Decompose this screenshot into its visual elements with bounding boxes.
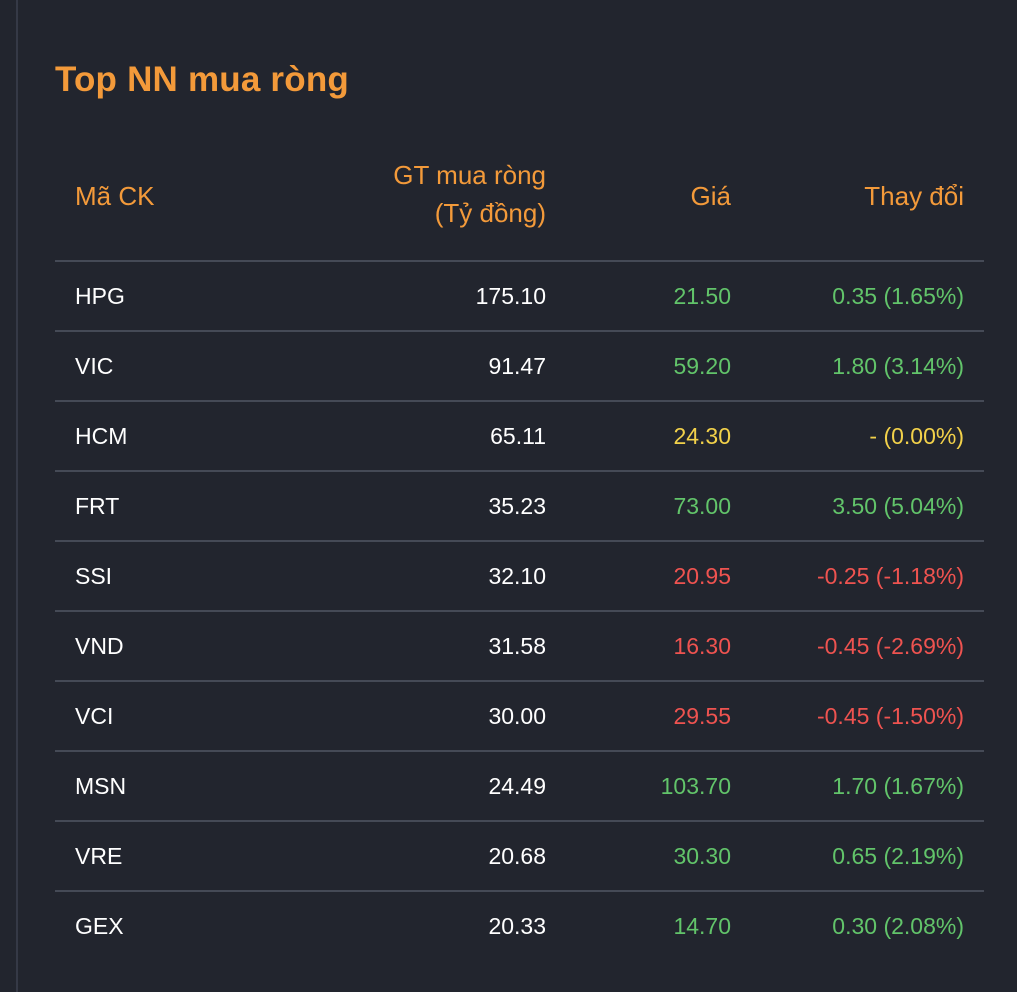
price-cell: 24.30 [673,423,731,449]
stock-code-cell[interactable]: HCM [75,423,128,449]
table-row[interactable]: GEX 20.33 14.70 0.30 (2.08%) [55,892,984,960]
table-row[interactable]: MSN 24.49 103.70 1.70 (1.67%) [55,752,984,822]
net-buy-value-cell: 30.00 [488,703,546,729]
panel-divider [16,0,18,992]
net-buy-table: Mã CK GT mua ròng (Tỷ đồng) Giá Thay đổi… [55,150,984,960]
change-cell: 0.30 (2.08%) [832,913,964,939]
price-cell: 30.30 [673,843,731,869]
stock-code-cell[interactable]: VND [75,633,124,659]
table-row[interactable]: VIC 91.47 59.20 1.80 (3.14%) [55,332,984,402]
change-cell: - (0.00%) [869,423,964,449]
column-header-net-buy-value: GT mua ròng (Tỷ đồng) [393,156,546,232]
stock-code-cell[interactable]: VIC [75,353,114,379]
net-buy-value-cell: 32.10 [488,563,546,589]
stock-code-cell[interactable]: HPG [75,283,125,309]
table-row[interactable]: HCM 65.11 24.30 - (0.00%) [55,402,984,472]
change-cell: -0.25 (-1.18%) [816,563,964,589]
column-header-change: Thay đổi [864,181,964,211]
table-row[interactable]: VCI 30.00 29.55 -0.45 (-1.50%) [55,682,984,752]
table-body: HPG 175.10 21.50 0.35 (1.65%) VIC 91.47 … [55,262,984,960]
price-cell: 16.30 [673,633,731,659]
change-cell: 3.50 (5.04%) [832,493,964,519]
net-buy-value-cell: 35.23 [488,493,546,519]
net-buy-value-cell: 91.47 [488,353,546,379]
price-cell: 20.95 [673,563,731,589]
stock-code-cell[interactable]: VRE [75,843,123,869]
column-header-net-buy-value-line2: (Tỷ đồng) [434,198,546,228]
table-row[interactable]: HPG 175.10 21.50 0.35 (1.65%) [55,262,984,332]
price-cell: 73.00 [673,493,731,519]
change-cell: 1.80 (3.14%) [832,353,964,379]
change-cell: -0.45 (-1.50%) [816,703,964,729]
stock-code-cell[interactable]: VCI [75,703,114,729]
column-header-price: Giá [690,181,731,211]
price-cell: 29.55 [673,703,731,729]
price-cell: 59.20 [673,353,731,379]
price-cell: 21.50 [673,283,731,309]
net-buy-value-cell: 175.10 [475,283,546,309]
panel-title: Top NN mua ròng [55,60,349,99]
column-header-code: Mã CK [75,181,155,211]
net-buy-value-cell: 20.68 [488,843,546,869]
table-row[interactable]: FRT 35.23 73.00 3.50 (5.04%) [55,472,984,542]
column-header-net-buy-value-line1: GT mua ròng [393,160,546,190]
table-row[interactable]: SSI 32.10 20.95 -0.25 (-1.18%) [55,542,984,612]
stock-code-cell[interactable]: FRT [75,493,120,519]
net-buy-value-cell: 31.58 [488,633,546,659]
table-row[interactable]: VND 31.58 16.30 -0.45 (-2.69%) [55,612,984,682]
change-cell: 1.70 (1.67%) [832,773,964,799]
price-cell: 103.70 [660,773,731,799]
net-buy-value-cell: 24.49 [488,773,546,799]
change-cell: 0.35 (1.65%) [832,283,964,309]
stock-code-cell[interactable]: SSI [75,563,113,589]
net-buy-value-cell: 65.11 [490,423,546,449]
table-row[interactable]: VRE 20.68 30.30 0.65 (2.19%) [55,822,984,892]
price-cell: 14.70 [673,913,731,939]
change-cell: 0.65 (2.19%) [832,843,964,869]
table-header: Mã CK GT mua ròng (Tỷ đồng) Giá Thay đổi [55,150,984,262]
net-buy-value-cell: 20.33 [488,913,546,939]
change-cell: -0.45 (-2.69%) [816,633,964,659]
stock-code-cell[interactable]: MSN [75,773,127,799]
stock-code-cell[interactable]: GEX [75,913,124,939]
